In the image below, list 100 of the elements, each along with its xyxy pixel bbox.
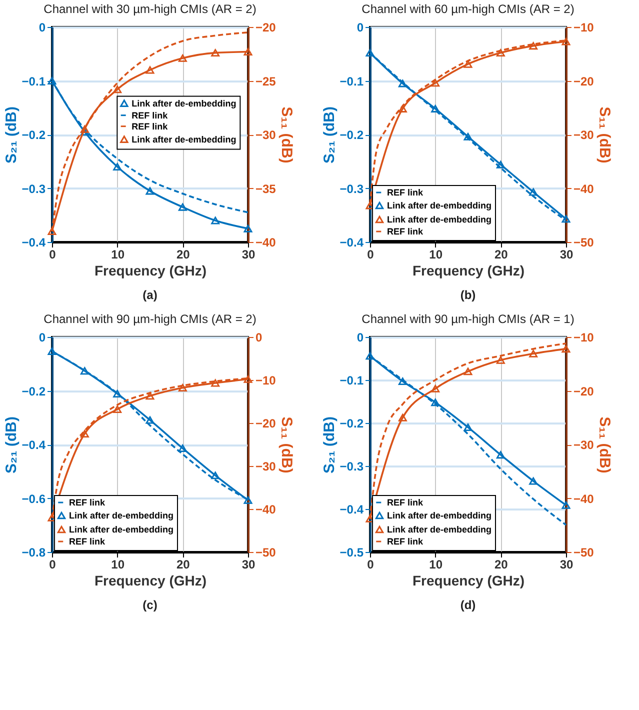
- x-tick-label: 20: [494, 248, 508, 262]
- point: [113, 390, 122, 398]
- point: [244, 224, 252, 232]
- point: [113, 405, 122, 413]
- point: [146, 416, 154, 424]
- x-tick-label: 30: [242, 558, 256, 572]
- point: [178, 54, 187, 62]
- point: [178, 444, 187, 452]
- y2-tick-label: −40: [256, 502, 276, 516]
- y2-tick-label: −20: [574, 74, 594, 88]
- point: [178, 384, 187, 392]
- y2-tick-label: −10: [574, 20, 594, 34]
- y2-axis-title: S₁₁ (dB): [278, 416, 295, 474]
- point: [146, 187, 154, 195]
- y-axis-title: S₂₁ (dB): [2, 106, 20, 164]
- legend-label: REF link: [387, 498, 424, 508]
- y-tick-label: −0.1: [22, 74, 46, 88]
- point: [464, 368, 472, 376]
- y-tick-label: −0.5: [340, 546, 364, 560]
- point: [146, 66, 154, 74]
- point: [398, 378, 407, 386]
- x-tick-label: 0: [49, 558, 56, 572]
- y-tick-label: −0.8: [22, 546, 46, 560]
- x-tick-label: 30: [560, 248, 574, 262]
- y2-tick-label: −40: [574, 492, 594, 506]
- y2-tick-label: −50: [574, 236, 594, 250]
- y-tick-label: −0.2: [340, 128, 364, 142]
- x-axis-title: Frequency (GHz): [412, 572, 525, 588]
- point: [398, 80, 407, 88]
- y-tick-label: 0: [38, 20, 46, 34]
- x-tick-label: 20: [176, 248, 190, 262]
- y-tick-label: −0.4: [22, 438, 46, 452]
- legend-label: Link after de-embedding: [132, 134, 236, 144]
- y-tick-label: 0: [38, 330, 46, 344]
- x-axis-title: Frequency (GHz): [94, 262, 207, 278]
- point: [562, 345, 570, 353]
- point: [211, 216, 220, 224]
- x-tick-label: 0: [367, 558, 374, 572]
- x-tick-label: 30: [242, 248, 256, 262]
- legend-label: Link after de-embedding: [132, 98, 236, 108]
- legend-label: Link after de-embedding: [387, 510, 492, 520]
- y2-tick-label: −10: [256, 374, 276, 388]
- x-tick-label: 30: [560, 558, 574, 572]
- legend-label: REF link: [132, 110, 169, 120]
- y2-tick-label: −40: [256, 236, 276, 250]
- y-tick-label: −0.6: [22, 492, 46, 506]
- chart-title: Channel with 60 µm-high CMIs (AR = 2): [362, 2, 574, 16]
- legend-label: REF link: [69, 498, 106, 508]
- y2-tick-label: −40: [574, 182, 594, 196]
- y-axis-title: S₂₁ (dB): [2, 416, 20, 474]
- x-tick-label: 20: [494, 558, 508, 572]
- point: [464, 424, 472, 432]
- chart-title: Channel with 90 µm-high CMIs (AR = 2): [44, 312, 256, 326]
- y2-tick-label: −30: [574, 438, 594, 452]
- y2-tick-label: −30: [256, 128, 276, 142]
- y2-tick-label: 0: [256, 330, 262, 344]
- text: (c): [142, 598, 158, 612]
- point: [529, 188, 538, 196]
- point: [496, 49, 505, 57]
- y2-axis-title: S₁₁ (dB): [596, 416, 613, 474]
- y-tick-label: −0.3: [340, 182, 364, 196]
- y-tick-label: 0: [356, 330, 364, 344]
- point: [146, 392, 154, 400]
- point: [464, 60, 472, 68]
- y-tick-label: 0: [356, 20, 364, 34]
- point: [398, 414, 407, 422]
- chart-title: Channel with 90 µm-high CMIs (AR = 1): [362, 312, 574, 326]
- point: [529, 42, 538, 50]
- y2-tick-label: −20: [256, 416, 276, 430]
- point: [496, 160, 505, 168]
- point: [431, 384, 440, 392]
- point: [211, 49, 220, 57]
- y2-tick-label: −20: [574, 384, 594, 398]
- point: [529, 477, 538, 485]
- point: [562, 215, 570, 223]
- y-axis-title: S₂₁ (dB): [320, 416, 338, 474]
- legend-label: Link after de-embedding: [387, 214, 492, 224]
- y-tick-label: −0.4: [22, 236, 46, 250]
- point: [496, 356, 505, 364]
- y-tick-label: −0.4: [340, 502, 364, 516]
- point: [496, 451, 505, 459]
- y2-tick-label: −35: [256, 182, 276, 196]
- point: [113, 86, 122, 94]
- point: [211, 379, 220, 387]
- y-tick-label: −0.3: [22, 182, 46, 196]
- point: [464, 132, 472, 140]
- y-tick-label: −0.2: [22, 128, 46, 142]
- legend-label: Link after de-embedding: [387, 200, 492, 210]
- y2-axis-title: S₁₁ (dB): [278, 106, 295, 164]
- legend-label: REF link: [387, 536, 424, 546]
- y2-tick-label: −10: [574, 330, 594, 344]
- point: [562, 38, 570, 46]
- legend-label: REF link: [132, 121, 169, 132]
- legend-label: Link after de-embedding: [387, 524, 492, 534]
- x-axis-title: Frequency (GHz): [412, 262, 525, 278]
- y-tick-label: −0.3: [340, 460, 364, 474]
- point: [562, 501, 570, 509]
- y2-tick-label: −30: [574, 128, 594, 142]
- y2-tick-label: −50: [256, 546, 276, 560]
- y-tick-label: −0.2: [22, 384, 46, 398]
